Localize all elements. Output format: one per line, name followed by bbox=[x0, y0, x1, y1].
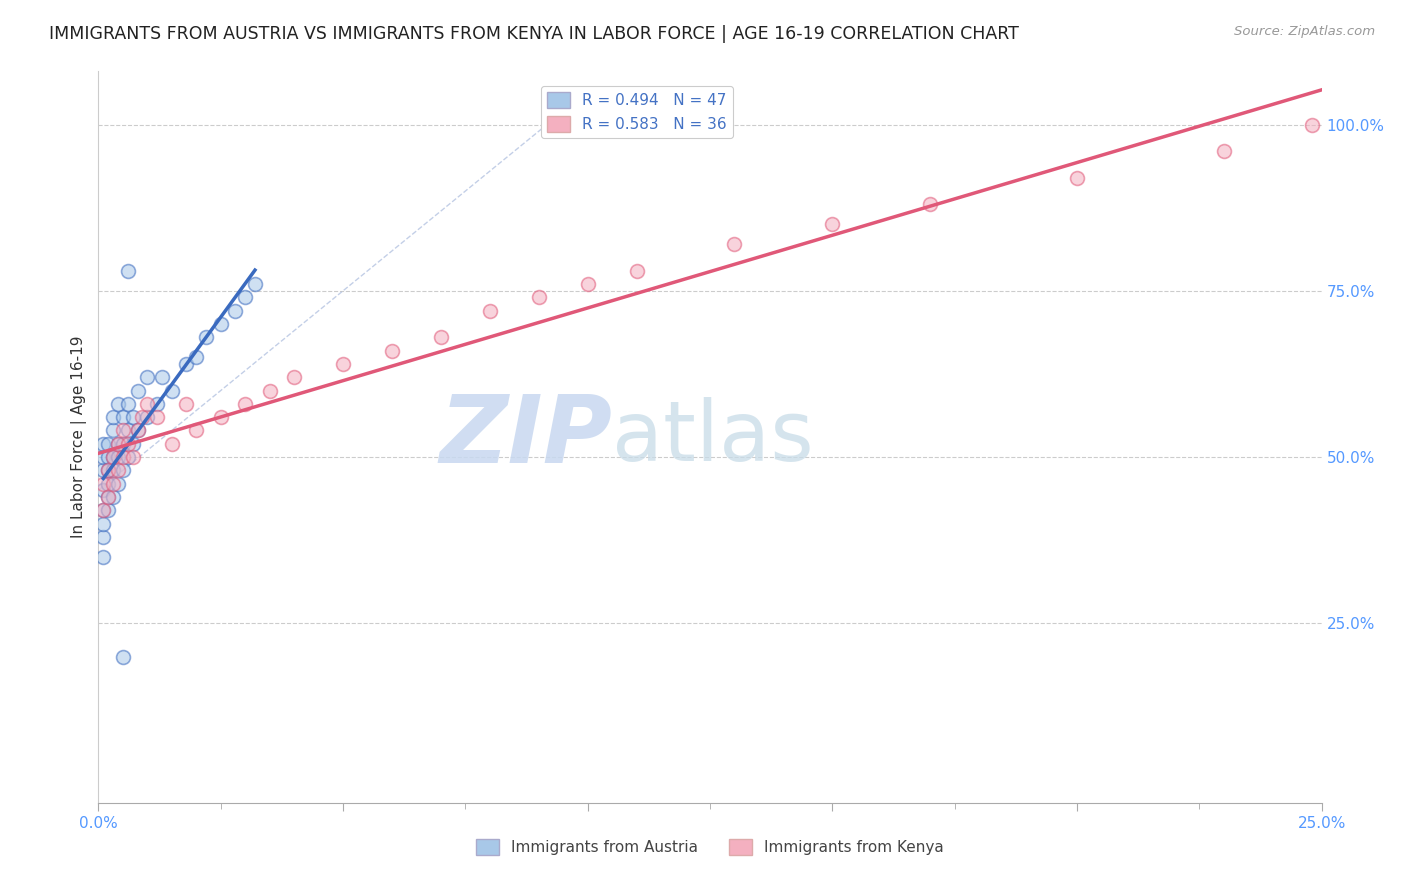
Point bbox=[1066, 170, 1088, 185]
Point bbox=[111, 424, 134, 438]
Point bbox=[283, 370, 305, 384]
Point bbox=[101, 490, 124, 504]
Point bbox=[209, 317, 232, 331]
Point bbox=[821, 217, 844, 231]
Point bbox=[127, 424, 149, 438]
Point bbox=[91, 530, 114, 544]
Point bbox=[117, 436, 139, 450]
Point bbox=[1212, 144, 1234, 158]
Point bbox=[97, 490, 120, 504]
Text: atlas: atlas bbox=[612, 397, 814, 477]
Point bbox=[332, 357, 354, 371]
Point bbox=[107, 436, 129, 450]
Point bbox=[146, 397, 169, 411]
Point bbox=[111, 450, 134, 464]
Point bbox=[107, 450, 129, 464]
Legend: Immigrants from Austria, Immigrants from Kenya: Immigrants from Austria, Immigrants from… bbox=[470, 833, 950, 861]
Point bbox=[107, 476, 129, 491]
Point bbox=[127, 384, 149, 398]
Point bbox=[91, 463, 114, 477]
Point bbox=[176, 397, 198, 411]
Point bbox=[233, 397, 256, 411]
Point bbox=[209, 410, 232, 425]
Point bbox=[107, 463, 129, 477]
Point bbox=[117, 397, 139, 411]
Point bbox=[150, 370, 173, 384]
Point bbox=[107, 436, 129, 450]
Point bbox=[160, 384, 183, 398]
Text: IMMIGRANTS FROM AUSTRIA VS IMMIGRANTS FROM KENYA IN LABOR FORCE | AGE 16-19 CORR: IMMIGRANTS FROM AUSTRIA VS IMMIGRANTS FR… bbox=[49, 25, 1019, 43]
Text: ZIP: ZIP bbox=[439, 391, 612, 483]
Point bbox=[1301, 118, 1323, 132]
Point bbox=[91, 436, 114, 450]
Point bbox=[136, 397, 159, 411]
Text: Source: ZipAtlas.com: Source: ZipAtlas.com bbox=[1234, 25, 1375, 38]
Point bbox=[136, 410, 159, 425]
Point bbox=[576, 277, 599, 292]
Point bbox=[111, 410, 134, 425]
Point bbox=[131, 410, 153, 425]
Point bbox=[195, 330, 218, 344]
Point bbox=[97, 463, 120, 477]
Point bbox=[121, 410, 143, 425]
Point bbox=[97, 503, 120, 517]
Point bbox=[117, 264, 139, 278]
Point bbox=[186, 424, 208, 438]
Point bbox=[259, 384, 281, 398]
Point bbox=[127, 424, 149, 438]
Point bbox=[101, 476, 124, 491]
Point bbox=[117, 450, 139, 464]
Point bbox=[121, 450, 143, 464]
Point bbox=[111, 436, 134, 450]
Point bbox=[626, 264, 648, 278]
Point bbox=[111, 649, 134, 664]
Point bbox=[233, 290, 256, 304]
Point bbox=[527, 290, 550, 304]
Point bbox=[101, 463, 124, 477]
Point bbox=[478, 303, 501, 318]
Point bbox=[121, 436, 143, 450]
Point bbox=[97, 450, 120, 464]
Point bbox=[117, 424, 139, 438]
Point bbox=[97, 436, 120, 450]
Point bbox=[107, 397, 129, 411]
Point bbox=[91, 516, 114, 531]
Point bbox=[920, 197, 942, 211]
Y-axis label: In Labor Force | Age 16-19: In Labor Force | Age 16-19 bbox=[72, 335, 87, 539]
Point bbox=[136, 370, 159, 384]
Point bbox=[101, 410, 124, 425]
Point bbox=[381, 343, 404, 358]
Point bbox=[91, 503, 114, 517]
Point bbox=[97, 490, 120, 504]
Point bbox=[160, 436, 183, 450]
Point bbox=[111, 463, 134, 477]
Point bbox=[97, 476, 120, 491]
Point bbox=[146, 410, 169, 425]
Point bbox=[723, 237, 745, 252]
Point bbox=[101, 424, 124, 438]
Point bbox=[91, 476, 114, 491]
Point bbox=[91, 503, 114, 517]
Point bbox=[91, 450, 114, 464]
Point bbox=[91, 483, 114, 498]
Point bbox=[176, 357, 198, 371]
Point bbox=[97, 463, 120, 477]
Point bbox=[243, 277, 266, 292]
Point bbox=[91, 549, 114, 564]
Point bbox=[101, 450, 124, 464]
Point bbox=[224, 303, 246, 318]
Point bbox=[430, 330, 453, 344]
Point bbox=[186, 351, 208, 365]
Point bbox=[101, 450, 124, 464]
